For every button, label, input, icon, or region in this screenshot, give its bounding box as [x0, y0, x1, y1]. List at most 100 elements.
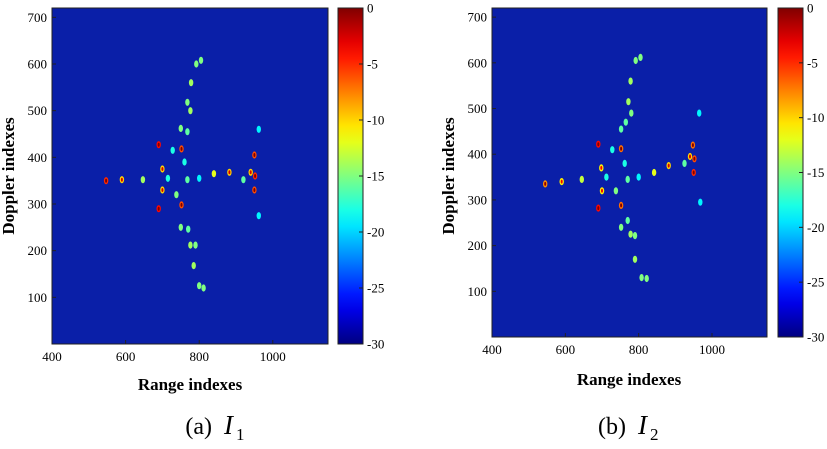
- scatterer-point-core: [693, 156, 696, 161]
- scatterer-point: [197, 282, 202, 290]
- y-axis-label: Doppler indexes: [439, 117, 458, 235]
- colorbar-tick-label: -20: [807, 220, 824, 235]
- scatterer-point-core: [161, 188, 164, 192]
- scatterer-point: [628, 230, 633, 238]
- colorbar: [777, 7, 804, 338]
- scatterer-point: [256, 212, 261, 220]
- scatterer-point-core: [597, 142, 600, 147]
- colorbar-tick-label: -15: [807, 165, 824, 180]
- y-tick-label: 100: [28, 290, 48, 305]
- y-tick-label: 200: [468, 238, 488, 253]
- scatterer-point: [182, 158, 187, 166]
- scatterer-point: [197, 174, 202, 182]
- x-axis-label: Range indexes: [577, 370, 682, 389]
- x-tick-label: 1000: [260, 349, 286, 364]
- scatterer-point: [682, 159, 687, 167]
- colorbar-tick-label: -30: [367, 337, 384, 352]
- scatterer-point: [185, 176, 190, 184]
- y-tick-label: 200: [28, 243, 48, 258]
- colorbar-tick-label: -20: [367, 225, 384, 240]
- scatterer-point: [639, 274, 644, 282]
- scatterer-point: [211, 170, 217, 178]
- scatterer-point: [170, 146, 175, 154]
- panel-b: 400 600 800 1000 100 200 300 400 500 600 700 Range …: [439, 1, 824, 445]
- colorbar-tick-label: -15: [367, 169, 384, 184]
- scatterer-point-core: [249, 170, 252, 175]
- scatterer-point-core: [600, 165, 603, 170]
- panel-a: 400 600 800 1000 100 200 300 400 500 600 700 Range …: [0, 1, 384, 445]
- scatterer-point-core: [689, 154, 691, 159]
- y-tick-label: 400: [468, 147, 488, 162]
- scatterer-point: [194, 60, 199, 68]
- plot-area: [492, 8, 767, 337]
- scatterer-point: [622, 159, 627, 167]
- scatterer-point: [636, 173, 641, 181]
- scatterer-point-core: [560, 179, 563, 184]
- x-tick-label: 600: [556, 342, 576, 357]
- scatterer-point-core: [120, 177, 123, 182]
- scatterer-point: [629, 109, 634, 117]
- scatterer-point: [188, 107, 193, 115]
- x-tick-label: 800: [629, 342, 649, 357]
- colorbar: [337, 7, 364, 345]
- colorbar-tick-label: -5: [367, 57, 378, 72]
- scatterer-point-core: [161, 167, 164, 171]
- scatterer-point: [198, 56, 204, 64]
- y-tick-label: 100: [468, 284, 488, 299]
- scatterer-point: [638, 53, 643, 62]
- scatterer-point-core: [253, 188, 256, 192]
- scatterer-point: [644, 274, 649, 283]
- plot-area: [52, 8, 328, 344]
- y-axis-label: Doppler indexes: [0, 117, 18, 235]
- scatterer-point: [178, 124, 183, 132]
- plot-frame: [491, 7, 768, 338]
- scatterer-point-core: [228, 170, 231, 175]
- scatterer-point: [632, 232, 638, 240]
- colorbar-tick-label: -25: [367, 281, 384, 296]
- y-tick-label: 600: [28, 57, 48, 72]
- colorbar-tick-label: 0: [367, 1, 374, 16]
- y-tick-label: 600: [468, 55, 488, 70]
- x-tick-label: 800: [189, 349, 209, 364]
- scatterer-point: [626, 98, 631, 106]
- scatterer-point-core: [597, 206, 600, 211]
- scatterer-point: [191, 262, 196, 270]
- scatterer-point: [256, 125, 261, 133]
- x-tick-label: 1000: [699, 342, 725, 357]
- scatterer-point-core: [620, 146, 623, 151]
- colorbar-tick-label: 0: [807, 1, 814, 16]
- scatterer-point-core: [180, 146, 183, 151]
- x-tick-label: 400: [482, 342, 502, 357]
- scatterer-point: [651, 168, 657, 177]
- scatterer-point-core: [691, 143, 694, 148]
- scatterer-point: [628, 77, 633, 85]
- scatterer-point: [632, 255, 638, 263]
- scatterer-point: [188, 241, 193, 249]
- scatterer-point-core: [157, 206, 160, 211]
- scatterer-point: [165, 174, 171, 182]
- scatterer-point: [697, 109, 702, 117]
- scatterer-point: [618, 125, 624, 133]
- y-tick-label: 300: [28, 197, 48, 212]
- caption-subscript: 2: [650, 425, 659, 444]
- caption-symbol: I: [637, 410, 649, 440]
- scatterer-point-core: [601, 188, 603, 193]
- y-tick-label: 400: [28, 150, 48, 165]
- scatterer-point: [174, 191, 179, 199]
- scatterer-point: [140, 176, 146, 184]
- scatterer-point: [604, 173, 609, 181]
- scatterer-point: [241, 176, 246, 184]
- scatterer-point-core: [105, 178, 108, 183]
- scatterer-point: [698, 198, 703, 206]
- x-tick-label: 600: [116, 349, 136, 364]
- y-tick-label: 700: [468, 10, 488, 25]
- scatterer-point: [618, 223, 624, 231]
- scatterer-point-core: [544, 181, 547, 186]
- scatterer-point-core: [180, 202, 183, 207]
- caption-symbol: I: [223, 410, 235, 440]
- scatterer-point-core: [157, 142, 160, 147]
- colorbar-tick-label: -10: [367, 113, 384, 128]
- colorbar-tick-label: -25: [807, 275, 824, 290]
- scatterer-point: [186, 225, 191, 233]
- colorbar-tick-label: -5: [807, 55, 818, 70]
